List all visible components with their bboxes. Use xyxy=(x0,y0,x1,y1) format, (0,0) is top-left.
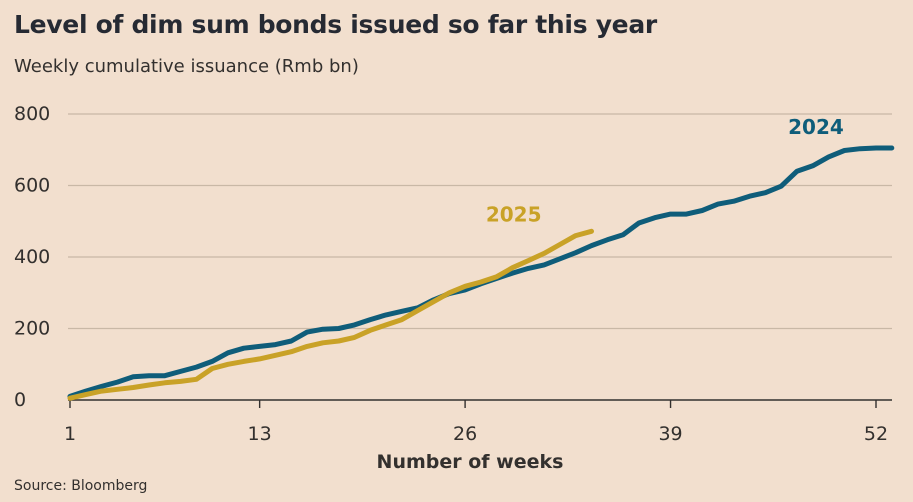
y-tick-label: 400 xyxy=(14,246,50,268)
x-tick-label: 26 xyxy=(453,423,477,445)
series-labels: 2024 2025 xyxy=(486,115,844,226)
series-label-2025: 2025 xyxy=(486,202,542,226)
y-tick-label: 0 xyxy=(14,389,26,411)
series-line-2025 xyxy=(67,228,594,401)
x-tick-label: 1 xyxy=(64,423,76,445)
y-tick-label: 600 xyxy=(14,175,50,197)
y-axis-ticks: 0 200 400 600 800 xyxy=(14,103,50,411)
series-label-2024: 2024 xyxy=(788,115,844,139)
grid-lines xyxy=(68,113,892,401)
y-tick-label: 800 xyxy=(14,103,50,125)
chart-subtitle: Weekly cumulative issuance (Rmb bn) xyxy=(14,56,359,77)
series-lines xyxy=(67,145,895,401)
x-axis-label: Number of weeks xyxy=(377,451,564,473)
source-note: Source: Bloomberg xyxy=(14,478,148,494)
x-tick-label: 39 xyxy=(658,423,682,445)
x-axis-ticks: 1 13 26 39 52 xyxy=(64,400,888,445)
y-tick-label: 200 xyxy=(14,318,50,340)
x-tick-label: 13 xyxy=(248,423,272,445)
chart-title: Level of dim sum bonds issued so far thi… xyxy=(14,10,657,39)
x-tick-label: 52 xyxy=(864,423,888,445)
